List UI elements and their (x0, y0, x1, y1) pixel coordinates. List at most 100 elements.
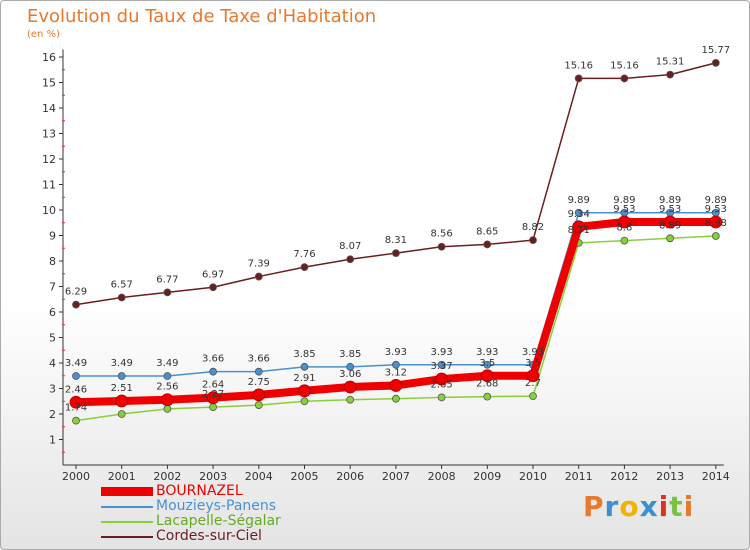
data-label: 3.66 (202, 354, 224, 365)
data-point (663, 215, 677, 229)
data-label: 3.49 (111, 358, 133, 369)
x-tick-label: 2001 (108, 470, 136, 483)
y-tick-label: 9 (49, 230, 56, 243)
data-label: 9.89 (705, 195, 727, 206)
data-label: 8.98 (705, 218, 727, 229)
data-point (620, 74, 629, 83)
data-label: 8.65 (476, 226, 498, 237)
data-point (618, 215, 631, 229)
data-point (574, 74, 583, 83)
data-label: 9.89 (613, 195, 635, 206)
data-label: 3.06 (339, 369, 361, 380)
data-label: 8.31 (385, 235, 407, 246)
data-label: 2.65 (430, 379, 452, 390)
data-point (163, 372, 172, 380)
data-label: 15.77 (701, 45, 730, 56)
data-point (254, 367, 263, 376)
data-label: 3.49 (156, 358, 178, 369)
data-label: 9.53 (613, 204, 635, 215)
data-point (252, 388, 266, 402)
legend-label: Mouzieys-Panens (156, 498, 277, 514)
data-label: 8.07 (339, 241, 361, 252)
data-point (298, 384, 311, 398)
data-label: 3.49 (65, 358, 87, 369)
data-label: 15.16 (610, 60, 639, 71)
x-tick-label: 2010 (519, 470, 547, 483)
series-line-2 (75, 235, 716, 422)
y-tick-label: 7 (49, 281, 56, 294)
data-point (72, 372, 80, 380)
data-label: 2.68 (476, 379, 498, 390)
data-label: 15.16 (564, 60, 593, 71)
data-point (346, 395, 355, 404)
data-point (117, 410, 126, 418)
y-tick-label: 4 (49, 357, 56, 370)
data-label: 3.93 (385, 347, 407, 358)
data-label: 2.91 (293, 373, 315, 384)
logo-letter: x (639, 490, 659, 523)
data-label: 1.74 (65, 403, 87, 414)
y-tick-label: 2 (49, 408, 56, 421)
data-point (526, 369, 540, 383)
x-tick-label: 2004 (245, 470, 273, 483)
data-point (117, 293, 126, 302)
data-label: 9.53 (659, 204, 681, 215)
x-tick-label: 2000 (62, 470, 90, 483)
data-label: 2.75 (248, 377, 270, 388)
series-lines (69, 58, 723, 425)
data-label: 3.66 (248, 354, 270, 365)
data-label: 8.82 (522, 222, 544, 233)
data-label: 3.85 (293, 349, 315, 360)
data-point (163, 404, 172, 413)
data-point (115, 394, 129, 408)
x-tick-label: 2007 (382, 470, 410, 483)
y-unit-label: (en %) (27, 29, 60, 40)
x-tick-label: 2011 (565, 470, 593, 483)
data-point (160, 393, 174, 407)
data-label: 6.77 (156, 274, 178, 285)
y-tick-label: 3 (49, 383, 56, 396)
x-tick-label: 2009 (473, 470, 501, 483)
data-point (72, 300, 80, 309)
y-tick-label: 14 (42, 102, 56, 115)
data-label: 2.7 (525, 378, 541, 389)
data-label: 3.12 (385, 367, 407, 378)
data-label: 2.46 (65, 384, 87, 395)
data-point (346, 362, 355, 371)
data-label: 7.39 (248, 259, 270, 270)
y-tick-label: 11 (42, 179, 56, 192)
chart-title: Evolution du Taux de Taxe d'Habitation (27, 6, 377, 27)
data-label: 8.8 (616, 223, 632, 234)
data-point (300, 263, 309, 272)
y-tick-label: 5 (49, 332, 56, 345)
data-label: 8.56 (430, 229, 452, 240)
data-point (483, 392, 492, 401)
x-tick-label: 2012 (610, 470, 638, 483)
data-label: 8.71 (568, 225, 590, 236)
legend-swatch (101, 521, 153, 523)
y-tick-label: 12 (42, 153, 56, 166)
y-tick-label: 8 (49, 255, 56, 268)
logo-letter: i (683, 490, 695, 523)
legend-label: Cordes-sur-Ciel (156, 528, 262, 544)
proxiti-logo: Proxiti (583, 490, 694, 523)
data-point (163, 288, 172, 297)
data-point (483, 240, 492, 249)
x-tick-label: 2006 (336, 470, 364, 483)
y-tick-label: 1 (49, 434, 56, 447)
y-tick-label: 15 (42, 77, 56, 90)
data-point (709, 215, 723, 229)
data-point (300, 397, 309, 406)
x-tick-label: 2014 (702, 470, 730, 483)
data-point (666, 234, 674, 243)
data-point (209, 367, 218, 376)
data-point (69, 395, 83, 409)
logo-letter: i (658, 490, 670, 523)
series-line-3 (75, 62, 716, 306)
legend-swatch (101, 536, 153, 538)
data-label: 3.37 (430, 361, 452, 372)
data-label: 9.53 (705, 204, 727, 215)
